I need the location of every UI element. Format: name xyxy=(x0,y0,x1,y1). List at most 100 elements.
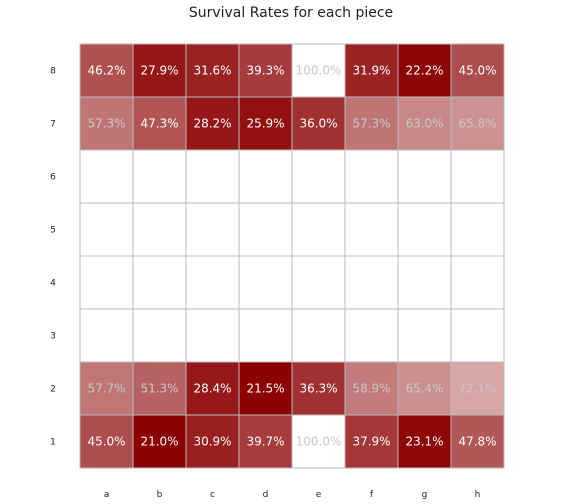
heatmap-cell-g3 xyxy=(397,308,452,363)
x-tick-label-h: h xyxy=(475,490,481,500)
heatmap-cell-d4 xyxy=(238,255,293,310)
heatmap-cell-f6 xyxy=(344,149,399,204)
x-tick-label-d: d xyxy=(263,490,269,500)
cell-label-f2: 58.9% xyxy=(352,382,390,396)
cell-label-c8: 31.6% xyxy=(193,64,231,78)
cell-label-f1: 37.9% xyxy=(352,435,390,449)
heatmap-cell-h7 xyxy=(450,96,505,151)
heatmap-cell-a8 xyxy=(79,43,134,98)
cell-label-c7: 28.2% xyxy=(193,117,231,131)
heatmap-cell-g2 xyxy=(397,361,452,416)
cell-label-d8: 39.3% xyxy=(246,64,284,78)
heatmap-cell-c5 xyxy=(185,202,240,257)
heatmap-cell-h4 xyxy=(450,255,505,310)
chart-title: Survival Rates for each piece xyxy=(189,5,393,21)
heatmap-cell-g4 xyxy=(397,255,452,310)
cell-label-h8: 45.0% xyxy=(458,64,496,78)
heatmap-cell-a3 xyxy=(79,308,134,363)
heatmap-cell-b2 xyxy=(132,361,187,416)
heatmap-cell-a2 xyxy=(79,361,134,416)
heatmap-cell-d6 xyxy=(238,149,293,204)
cell-label-b2: 51.3% xyxy=(140,382,178,396)
y-tick-label-6: 6 xyxy=(50,173,56,183)
heatmap-cell-c2 xyxy=(185,361,240,416)
cell-label-b7: 47.3% xyxy=(140,117,178,131)
heatmap-cell-d1 xyxy=(238,414,293,469)
heatmap-cell-f5 xyxy=(344,202,399,257)
heatmap-cell-d3 xyxy=(238,308,293,363)
heatmap-cell-a5 xyxy=(79,202,134,257)
heatmap-cell-f7 xyxy=(344,96,399,151)
cell-label-b8: 27.9% xyxy=(140,64,178,78)
x-axis-ticks: a b c d e f g h xyxy=(104,490,481,500)
heatmap-cell-c6 xyxy=(185,149,240,204)
heatmap-cell-a4 xyxy=(79,255,134,310)
heatmap-cell-h8 xyxy=(450,43,505,98)
heatmap-cells xyxy=(79,43,505,469)
cell-label-g7: 63.0% xyxy=(405,117,443,131)
heatmap-cell-h3 xyxy=(450,308,505,363)
cell-label-f7: 57.3% xyxy=(352,117,390,131)
cell-label-g8: 22.2% xyxy=(405,64,443,78)
cell-label-c1: 30.9% xyxy=(193,435,231,449)
y-tick-label-4: 4 xyxy=(50,279,56,289)
heatmap-cell-e4 xyxy=(291,255,346,310)
heatmap-cell-g5 xyxy=(397,202,452,257)
x-tick-label-g: g xyxy=(422,490,428,500)
heatmap-cell-b3 xyxy=(132,308,187,363)
cell-label-h7: 65.8% xyxy=(458,117,496,131)
heatmap-cell-b4 xyxy=(132,255,187,310)
x-tick-label-f: f xyxy=(370,490,374,500)
heatmap-cell-f4 xyxy=(344,255,399,310)
cell-label-a2: 57.7% xyxy=(87,382,125,396)
heatmap-cell-e5 xyxy=(291,202,346,257)
heatmap-cell-f3 xyxy=(344,308,399,363)
heatmap-cell-b7 xyxy=(132,96,187,151)
cell-label-c2: 28.4% xyxy=(193,382,231,396)
heatmap-cell-c8 xyxy=(185,43,240,98)
cell-label-h1: 47.8% xyxy=(458,435,496,449)
cell-label-d2: 21.5% xyxy=(246,382,284,396)
heatmap-cell-f2 xyxy=(344,361,399,416)
heatmap-cell-c3 xyxy=(185,308,240,363)
cell-label-g1: 23.1% xyxy=(405,435,443,449)
heatmap-cell-g1 xyxy=(397,414,452,469)
x-tick-label-e: e xyxy=(316,490,322,500)
heatmap-cell-c1 xyxy=(185,414,240,469)
cell-label-e1: 100.0% xyxy=(296,435,342,449)
heatmap-cell-h1 xyxy=(450,414,505,469)
x-tick-label-a: a xyxy=(104,490,110,500)
heatmap-cell-b8 xyxy=(132,43,187,98)
heatmap-cell-a6 xyxy=(79,149,134,204)
heatmap-cell-b6 xyxy=(132,149,187,204)
heatmap-cell-e3 xyxy=(291,308,346,363)
heatmap-cell-g6 xyxy=(397,149,452,204)
cell-label-g2: 65.4% xyxy=(405,382,443,396)
heatmap-cell-h2 xyxy=(450,361,505,416)
heatmap-cell-d2 xyxy=(238,361,293,416)
heatmap-cell-d7 xyxy=(238,96,293,151)
x-tick-label-c: c xyxy=(210,490,215,500)
y-tick-label-2: 2 xyxy=(50,385,56,395)
heatmap-cell-d5 xyxy=(238,202,293,257)
heatmap-cell-f8 xyxy=(344,43,399,98)
cell-label-a8: 46.2% xyxy=(87,64,125,78)
cell-label-h2: 72.1% xyxy=(458,382,496,396)
y-tick-label-8: 8 xyxy=(50,67,56,77)
cell-label-a1: 45.0% xyxy=(87,435,125,449)
heatmap-cell-a1 xyxy=(79,414,134,469)
cell-label-e8: 100.0% xyxy=(296,64,342,78)
y-axis-ticks: 8 7 6 5 4 3 2 1 xyxy=(50,67,56,448)
heatmap-cell-c4 xyxy=(185,255,240,310)
cell-label-e7: 36.0% xyxy=(299,117,337,131)
x-tick-label-b: b xyxy=(157,490,163,500)
cell-label-f8: 31.9% xyxy=(352,64,390,78)
heatmap-cell-h6 xyxy=(450,149,505,204)
y-tick-label-3: 3 xyxy=(50,332,56,342)
heatmap-cell-e2 xyxy=(291,361,346,416)
cell-label-d1: 39.7% xyxy=(246,435,284,449)
heatmap-cell-e6 xyxy=(291,149,346,204)
cell-label-b1: 21.0% xyxy=(140,435,178,449)
heatmap-cell-b5 xyxy=(132,202,187,257)
